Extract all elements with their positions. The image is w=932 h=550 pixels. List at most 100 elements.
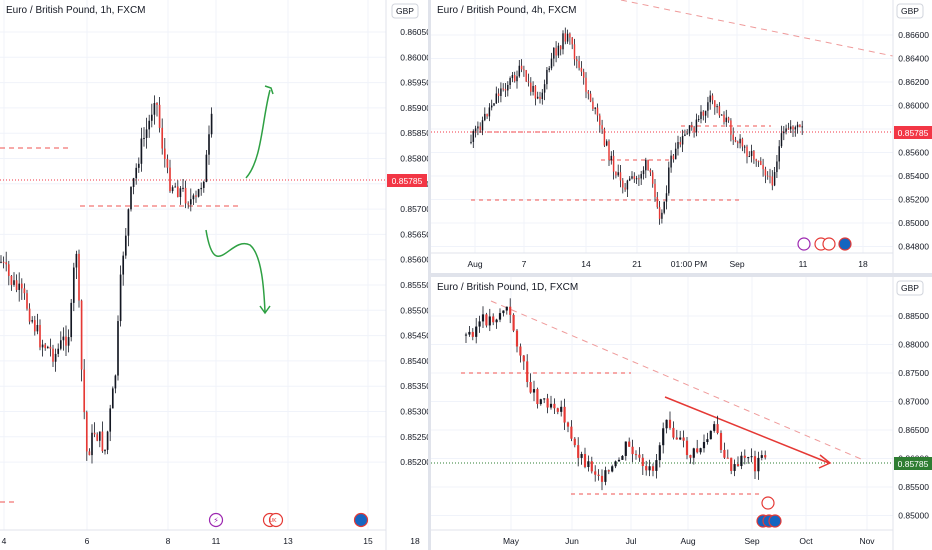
candle-4h-candle (523, 69, 525, 71)
currency-label: GBP (901, 283, 919, 293)
candle-1h-candle (106, 431, 109, 450)
candle-4h-candle (628, 178, 631, 181)
candle-1d-candle (570, 426, 573, 439)
candle-1d-candle (743, 455, 746, 458)
lightning-icon (208, 512, 224, 528)
candle-1h-candle (187, 203, 190, 205)
time-tick-label: 6 (85, 536, 90, 546)
trend-line (490, 300, 862, 460)
candle-4h-candle (743, 146, 746, 148)
chart-panel-1h[interactable]: 0.86050 0.86000 0.85950 0.85900 0.85850 0.858… (0, 0, 428, 550)
candle-1d-candle (757, 457, 760, 472)
price-tick-label: 0.86400 (898, 54, 929, 64)
time-tick-label: 15 (363, 536, 373, 546)
candle-4h-candle (640, 174, 642, 179)
candle-1h-candle (179, 188, 182, 197)
price-tick-label: 0.88000 (898, 340, 929, 350)
price-tick-label: 0.85850 (400, 128, 428, 138)
candle-1d-candle (621, 455, 624, 460)
candle-4h-candle (649, 170, 652, 173)
candle-4h-candle (617, 172, 619, 176)
candle-1h-candle (150, 114, 153, 121)
candle-4h-candle (730, 120, 732, 135)
price-tick-label: 0.85950 (400, 78, 428, 88)
flag-icon (822, 237, 836, 251)
panel-divider-vertical[interactable] (428, 0, 431, 550)
candle-1d-candle (553, 403, 556, 409)
candle-1h-candle (83, 369, 86, 413)
candle-1h-candle (109, 408, 112, 432)
resistance-trendline-arrowhead (818, 454, 832, 469)
candle-4h-candle (799, 124, 801, 128)
candle-1h-candle (163, 148, 166, 159)
candle-1h-candle (20, 283, 23, 289)
candle-4h-candle (484, 113, 486, 121)
candle-4h-candle (539, 96, 541, 100)
chart-plot-1h[interactable]: 0.86050 0.86000 0.85950 0.85900 0.85850 0.858… (0, 0, 428, 550)
candle-1d-candle (675, 437, 678, 440)
price-tick-label: 0.85000 (898, 511, 929, 521)
candle-4h-candle (472, 131, 475, 142)
price-tick-label: 0.86200 (898, 77, 929, 87)
candle-4h-candle (700, 111, 702, 120)
candle-1h-candle (174, 186, 177, 188)
candle-1d-candle (740, 455, 743, 467)
candle-1h-candle (7, 264, 10, 276)
candle-1d-candle (590, 461, 593, 472)
candle-1h-candle (67, 337, 70, 346)
chart-panel-4h[interactable]: 0.866000.864000.862000.860000.858000.856… (431, 0, 932, 273)
candle-1h-candle (15, 280, 18, 290)
candle-1d-candle (597, 474, 600, 476)
chart-plot-1d[interactable]: 0.885000.880000.875000.870000.865000.860… (431, 277, 932, 550)
candle-1d-candle (543, 398, 546, 400)
candle-4h-candle (550, 58, 553, 69)
candle-1h-candle (156, 103, 158, 105)
candle-1d-candle (696, 448, 699, 453)
price-tag (387, 174, 427, 187)
candle-1h-candle (88, 451, 91, 456)
candle-1h-candle (59, 340, 62, 349)
candle-4h-candle (631, 176, 633, 179)
candle-1d-candle (655, 460, 658, 471)
candle-1h-candle (5, 262, 8, 265)
lightning-icon (797, 237, 811, 251)
candle-1h-candle (72, 267, 75, 303)
candle-4h-candle (566, 33, 569, 42)
candle-1h-candle (205, 154, 208, 182)
chart-panel-1d[interactable]: 0.885000.880000.875000.870000.865000.860… (431, 277, 932, 550)
candle-1d-candle (645, 466, 648, 471)
candle-4h-candle (527, 81, 530, 83)
candle-4h-candle (654, 183, 656, 198)
candle-4h-candle (569, 33, 571, 38)
candle-4h-candle (576, 59, 578, 62)
candle-4h-candle (677, 142, 679, 149)
candle-4h-candle (750, 150, 753, 157)
panel-divider-horizontal[interactable] (431, 273, 932, 277)
candle-1h-candle (202, 181, 205, 188)
candle-1h-candle (91, 432, 93, 456)
candle-1d-candle (539, 399, 542, 405)
candle-1d-candle (730, 457, 733, 471)
candle-4h-candle (720, 114, 723, 116)
candle-4h-candle (626, 180, 629, 190)
price-tick-label: 0.85450 (400, 331, 428, 341)
candle-1d-candle (706, 439, 709, 443)
candle-1d-candle (634, 454, 638, 456)
candle-1h-candle (169, 167, 171, 192)
time-tick-label: 13 (283, 536, 293, 546)
candle-1d-candle (685, 440, 689, 456)
candle-4h-candle (684, 134, 686, 136)
candle-1d-candle (604, 470, 607, 482)
candle-4h-candle (624, 187, 626, 190)
chart-plot-4h[interactable]: 0.866000.864000.862000.860000.858000.856… (431, 0, 932, 273)
candle-4h-candle (718, 106, 721, 116)
candle-1h-candle (0, 261, 2, 263)
price-tag-label: 0.85785 (898, 459, 929, 469)
candle-1h-candle (124, 235, 127, 256)
candle-4h-candle (757, 160, 760, 162)
candle-1d-candle (492, 316, 495, 323)
candle-4h-candle (663, 201, 665, 213)
candle-1d-candle (498, 313, 502, 320)
candle-1h-candle (31, 320, 34, 322)
candle-1h-candle (18, 283, 21, 290)
